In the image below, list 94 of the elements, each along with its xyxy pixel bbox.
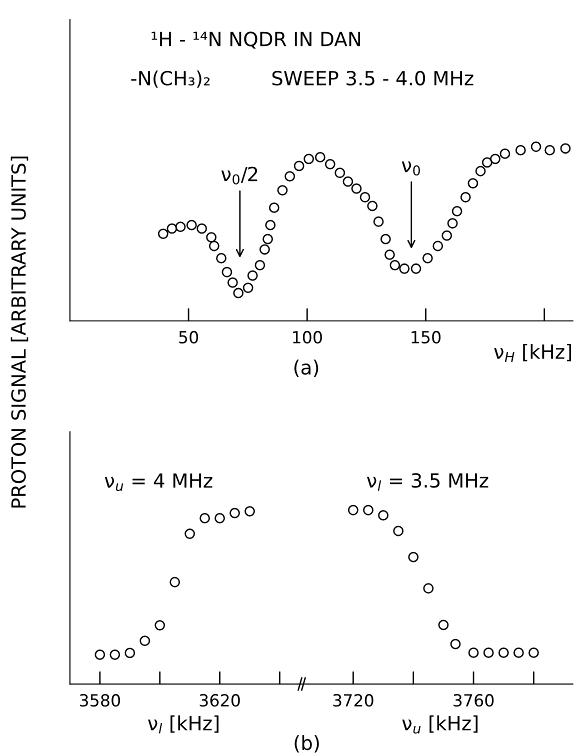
x-axis-title: ν$_{u}$ [kHz] [402, 715, 478, 734]
x-tick-label: 3580 [80, 694, 120, 707]
point [468, 178, 478, 189]
point [324, 158, 336, 170]
point [513, 648, 524, 658]
text: SWEEP 3.5 - 4.0 MHz [272, 70, 474, 86]
point [452, 206, 462, 216]
point [294, 160, 304, 172]
point [500, 148, 510, 159]
point [259, 244, 270, 255]
point [242, 282, 254, 293]
point [367, 200, 378, 212]
point [262, 234, 273, 244]
point [378, 510, 388, 521]
point [490, 154, 500, 164]
point [342, 176, 354, 187]
x-tick-label: 3720 [333, 694, 374, 707]
point [186, 220, 197, 230]
x-tick-label: 150 [412, 330, 441, 344]
point [475, 166, 486, 176]
point [170, 576, 180, 588]
point [254, 260, 266, 270]
point [410, 263, 422, 274]
x-tick-label: 50 [179, 330, 198, 344]
point [110, 649, 120, 660]
point [351, 183, 362, 194]
point [222, 266, 232, 278]
point [140, 636, 150, 646]
x-tick-label: 3760 [454, 694, 494, 707]
point [265, 220, 276, 230]
point [277, 185, 288, 196]
point [200, 513, 210, 524]
point [154, 620, 166, 631]
point [124, 648, 136, 658]
point [380, 234, 391, 244]
point [438, 620, 449, 630]
point [360, 192, 370, 202]
point [422, 252, 433, 264]
point [483, 648, 494, 658]
chart-title: ¹H - ¹⁴N NQDR IN DAN [152, 32, 360, 49]
point [268, 202, 280, 213]
annotation: ν$_{0}$ [402, 162, 420, 176]
point [214, 513, 225, 524]
point [184, 528, 196, 539]
point [304, 154, 314, 164]
point [208, 240, 220, 252]
point [247, 270, 258, 281]
point [196, 223, 208, 234]
point [233, 288, 244, 298]
point [450, 638, 461, 650]
text: -N(CH₃)₂ [131, 70, 210, 88]
point [94, 649, 106, 660]
point [447, 218, 458, 229]
point [227, 277, 238, 288]
point [498, 648, 509, 658]
text: (a) [294, 360, 318, 378]
point [423, 583, 434, 594]
point [560, 143, 571, 154]
annotation: ν$_{0}$/2 [221, 166, 258, 185]
x-tick-label: 3620 [200, 694, 240, 707]
point [390, 260, 400, 270]
point [384, 249, 395, 260]
x-axis-title: ν$_{H}$ [kHz] [494, 344, 572, 362]
point [528, 648, 539, 658]
point [166, 223, 178, 234]
point [408, 552, 419, 562]
point [515, 145, 526, 156]
point [206, 232, 217, 242]
x-axis-title: ν$_{l}$ [kHz] [148, 715, 218, 734]
text: ν$_{l}$ = 3.5 MHz [367, 473, 488, 491]
point [460, 192, 471, 202]
point [432, 240, 444, 252]
point [230, 508, 240, 518]
point [244, 506, 255, 517]
point [284, 171, 296, 182]
point [348, 504, 358, 516]
point [334, 168, 346, 178]
point [399, 263, 410, 274]
point [216, 252, 226, 264]
x-tick-label: 100 [293, 330, 322, 344]
point [544, 145, 555, 156]
point [373, 216, 384, 227]
point [468, 648, 479, 658]
point [314, 152, 326, 162]
text: (b) [294, 735, 319, 752]
point [393, 526, 404, 536]
point [363, 504, 374, 516]
text: ν$_{u}$ = 4 MHz [104, 473, 212, 492]
y-axis-title: PROTON SIGNAL [ARBITRARY UNITS] [10, 156, 28, 508]
point [482, 157, 492, 168]
point [175, 222, 186, 232]
point [158, 228, 168, 240]
point [530, 142, 542, 152]
point [442, 230, 452, 241]
